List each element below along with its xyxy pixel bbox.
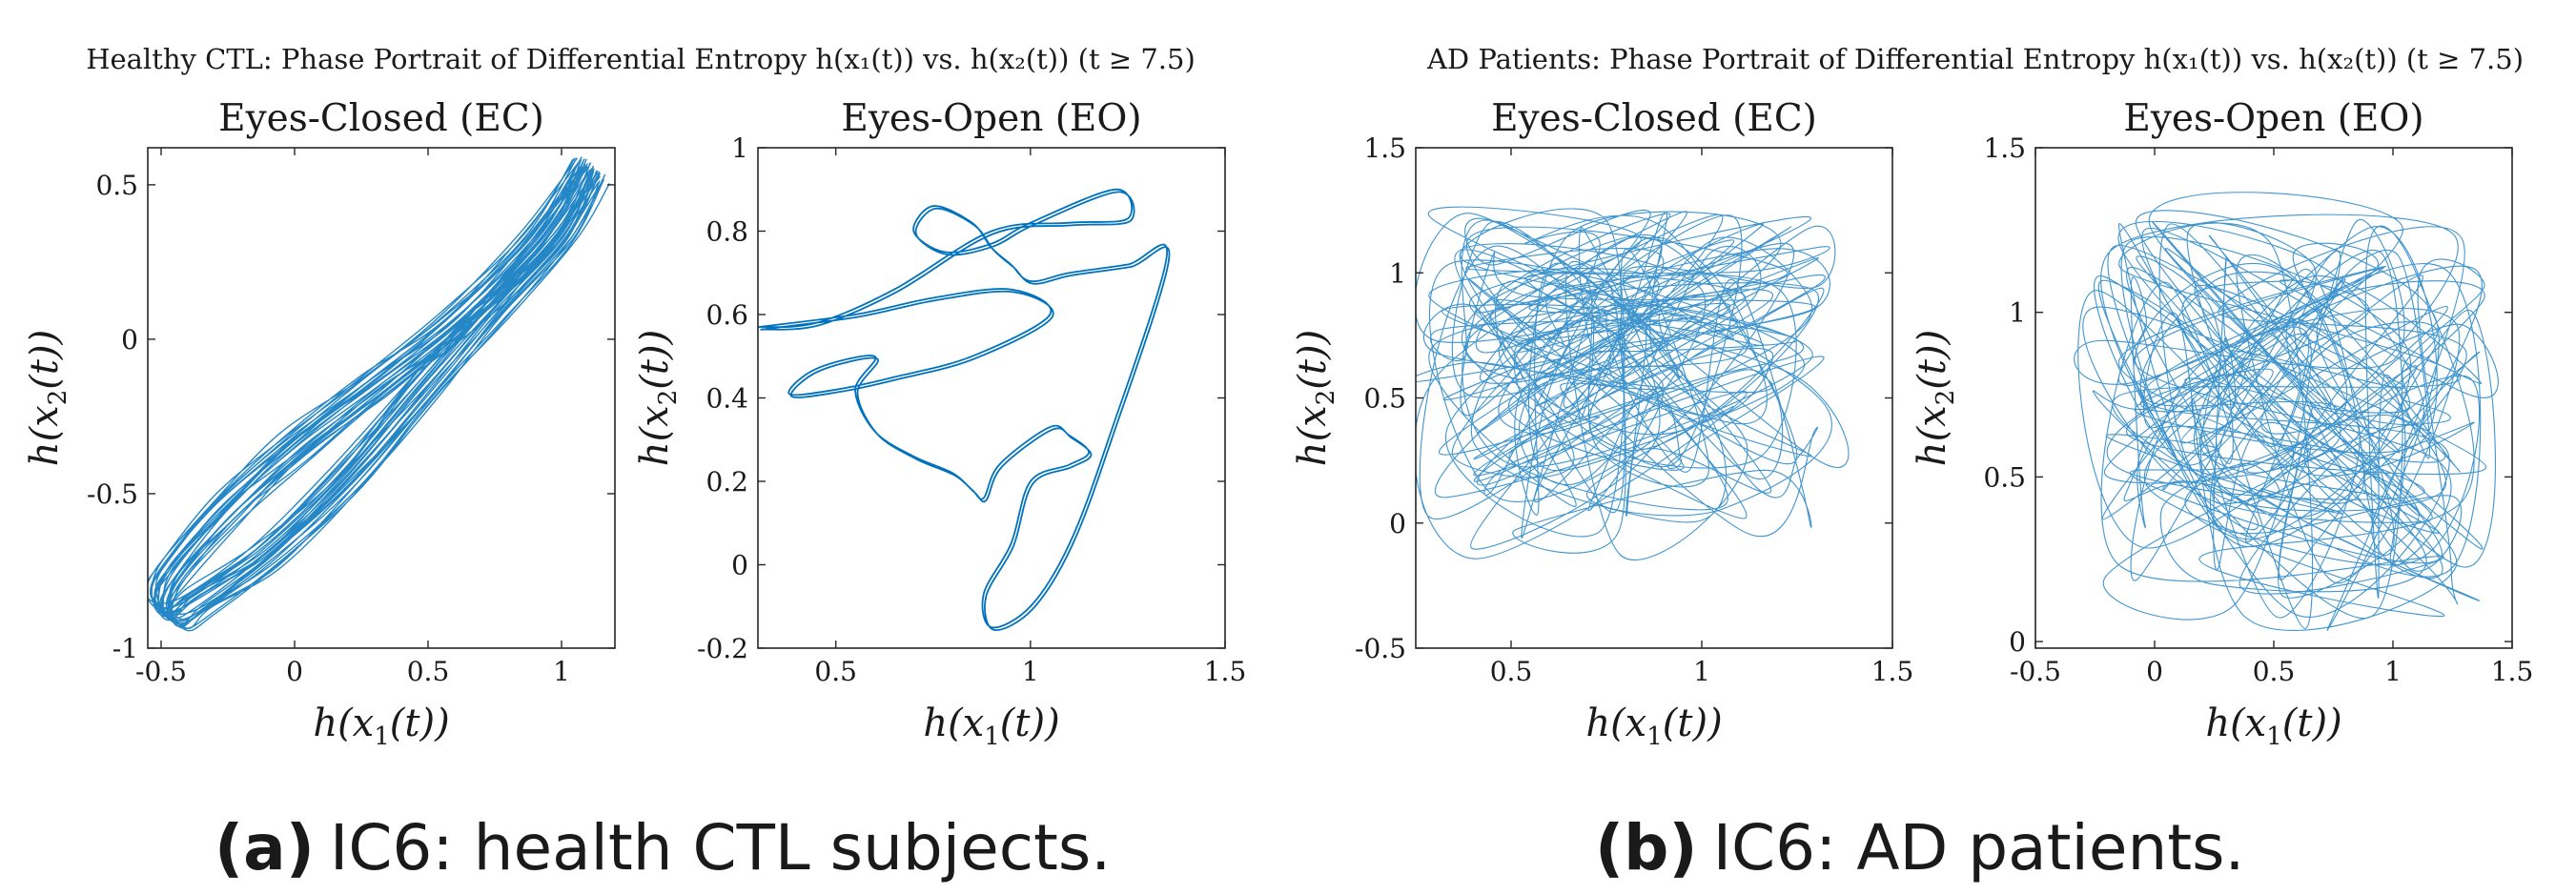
trajectory-line-healthy-eo (758, 188, 1171, 631)
x-tick-label: 0.5 (2253, 656, 2296, 687)
x-tick-label: 1.5 (1871, 656, 1914, 687)
y-tick-label: -0.5 (1355, 633, 1406, 664)
x-tick-label: 1 (1693, 656, 1710, 687)
y-tick-label: -0.2 (697, 633, 748, 664)
y-tick-label: 0 (2009, 626, 2026, 658)
panel-title-ad-eo: Eyes-Open (EO) (2123, 97, 2423, 140)
trajectory-line-healthy-ec (148, 156, 611, 632)
panel-title-healthy-ec: Eyes-Closed (EC) (218, 97, 544, 140)
x-tick-label: 0.5 (814, 656, 857, 687)
y-tick-label: 0 (1389, 508, 1406, 539)
y-tick-label: -0.5 (87, 478, 138, 510)
y-tick-label: 0 (731, 550, 748, 581)
x-tick-label: 0 (286, 656, 303, 687)
x-tick-label: 0.5 (407, 656, 450, 687)
caption-b: (b) IC6: AD patients. (1595, 811, 2245, 885)
y-axis-label: h(x2(t)) (23, 330, 72, 466)
trajectory-line-ad-ec (1416, 206, 1850, 560)
panel-healthy-eo: Eyes-Open (EO) 0.5 1 1.5 -0.2 0 0.2 0.4 0.6 0.8 1 h… (633, 97, 1246, 751)
x-tick-label: 1 (553, 656, 570, 687)
x-tick-label: 0.5 (1490, 656, 1533, 687)
y-tick-label: 1.5 (1983, 132, 2026, 164)
y-tick-label: 0.8 (705, 216, 748, 248)
y-tick-label: 1.5 (1363, 132, 1406, 164)
y-tick-label: 0.5 (95, 170, 138, 201)
x-axis-label: h(x1(t)) (2205, 702, 2341, 751)
axes-box-ad-eo (2034, 147, 2513, 649)
x-tick-label: 1.5 (1204, 656, 1247, 687)
x-tick-label: 0 (2146, 656, 2163, 687)
suptitle-ad: AD Patients: Phase Portrait of Different… (1426, 43, 2524, 75)
y-tick-label: 0.6 (705, 299, 748, 331)
axes-box-healthy-eo (757, 147, 1226, 649)
panel-healthy-ec: Eyes-Closed (EC)-0.5 0 0.5 1-1-0.500.5h(x1(… (23, 97, 616, 751)
caption-a-letter: (a) (215, 811, 315, 885)
x-tick-label: 1 (2384, 656, 2402, 687)
trace-group-ad-eo (2074, 192, 2499, 632)
y-tick-label: 1 (731, 132, 748, 164)
x-tick-label: -0.5 (135, 656, 187, 687)
caption-b-text: IC6: AD patients. (1713, 811, 2245, 885)
y-tick-label: 0 (121, 324, 138, 356)
panel-ad-eo: Eyes-Open (EO)-0.5 0 0.5 1 1.500.511.5h(x1(t… (1911, 97, 2533, 751)
x-tick-label: -0.5 (2010, 656, 2061, 687)
caption-a: (a) IC6: health CTL subjects. (215, 811, 1111, 885)
axes-box-healthy-ec (147, 147, 616, 649)
y-tick-label: 1 (2009, 297, 2026, 329)
caption-b-letter: (b) (1595, 811, 1698, 885)
y-tick-label: -1 (112, 633, 138, 664)
trajectory-line-ad-eo (2074, 192, 2499, 632)
y-tick-label: 0.2 (705, 466, 748, 498)
y-axis-label: h(x2(t)) (633, 330, 683, 466)
trace-group-healthy-eo (758, 188, 1171, 631)
y-tick-label: 0.5 (1363, 383, 1406, 415)
x-tick-label: 1 (1022, 656, 1039, 687)
y-axis-label: h(x2(t)) (1291, 330, 1340, 466)
y-tick-label: 1 (1389, 257, 1406, 289)
x-axis-label: h(x1(t)) (923, 702, 1059, 751)
y-axis-label: h(x2(t)) (1911, 330, 1960, 466)
panel-ad-ec: Eyes-Closed (EC) 0.5 1 1.5 -0.5 0 0.5 1 1.5 h(x1(… (1291, 97, 1913, 751)
x-axis-label: h(x1(t)) (1585, 702, 1722, 751)
trace-group-ad-ec (1416, 206, 1850, 560)
y-tick-label: 0.4 (705, 383, 748, 415)
trace-group-healthy-ec (148, 156, 611, 632)
x-axis-label: h(x1(t)) (313, 702, 449, 751)
caption-a-text: IC6: health CTL subjects. (330, 811, 1111, 885)
panel-title-ad-ec: Eyes-Closed (EC) (1491, 97, 1817, 140)
x-tick-label: 1.5 (2491, 656, 2534, 687)
y-tick-label: 0.5 (1983, 461, 2026, 493)
suptitle-healthy: Healthy CTL: Phase Portrait of Different… (86, 43, 1196, 75)
panel-title-healthy-eo: Eyes-Open (EO) (841, 97, 1141, 140)
